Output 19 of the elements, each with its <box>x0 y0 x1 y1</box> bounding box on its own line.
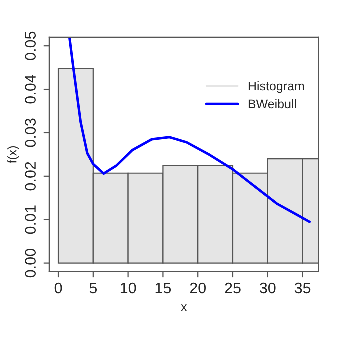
legend-label: BWeibull <box>248 99 296 109</box>
x-axis-title: x <box>181 304 188 312</box>
y-axis-title: f(x) <box>8 146 20 164</box>
y-tick-label: 0.02 <box>25 162 36 191</box>
y-tick-label: 0.00 <box>25 249 36 278</box>
legend-label: Histogram <box>248 81 304 94</box>
x-tick-label: 25 <box>225 282 241 294</box>
y-tick-label: 0.05 <box>25 32 36 60</box>
x-tick-label: 30 <box>260 282 276 294</box>
y-tick-label: 0.03 <box>25 118 36 148</box>
line-series <box>68 37 312 224</box>
x-tick-label: 15 <box>156 282 172 294</box>
x-tick-label: 5 <box>90 282 98 294</box>
y-tick-label: 0.01 <box>25 206 36 234</box>
x-tick-label: 10 <box>120 282 136 294</box>
y-tick-label: 0.04 <box>25 75 36 104</box>
x-tick-label: 35 <box>294 282 311 294</box>
x-tick-label: 20 <box>190 282 206 294</box>
x-tick-label: 0 <box>54 282 62 294</box>
